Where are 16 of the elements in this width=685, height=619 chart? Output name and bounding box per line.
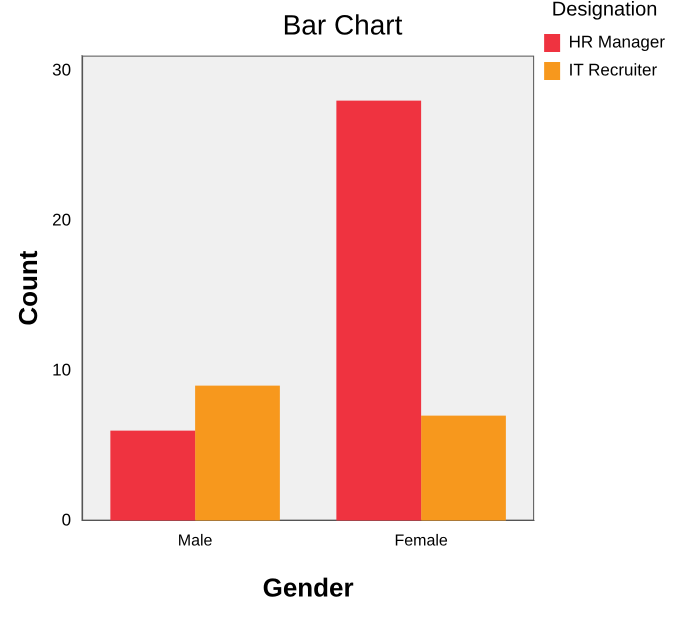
legend-title: Designation (552, 0, 658, 21)
x-tick-label: Male (178, 532, 213, 550)
bar (421, 416, 506, 521)
y-tick-label: 20 (52, 210, 72, 230)
y-tick-label: 10 (52, 360, 72, 380)
y-axis-title: Count (12, 250, 43, 326)
legend-label: IT Recruiter (568, 60, 658, 80)
bar (336, 100, 422, 521)
x-axis-title: Gender (262, 572, 354, 603)
legend-label: HR Manager (568, 32, 666, 52)
x-tick-label: Female (394, 532, 448, 550)
bar (195, 386, 280, 521)
chart-title: Bar Chart (282, 10, 403, 41)
bar (110, 430, 196, 521)
y-tick-label: 0 (62, 510, 72, 530)
y-tick-label: 30 (52, 60, 72, 80)
